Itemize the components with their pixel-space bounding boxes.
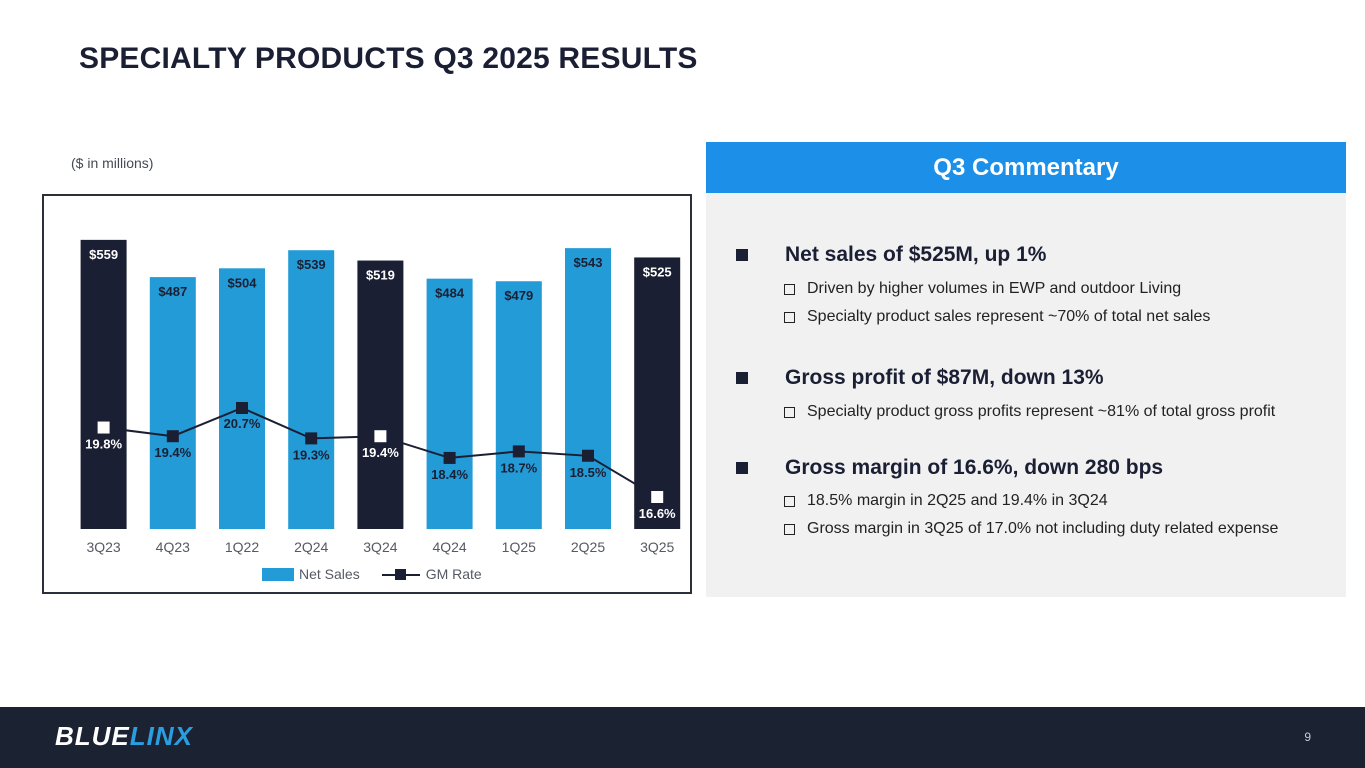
sub-bullet: Specialty product gross profits represen…: [784, 403, 1275, 421]
gm-rate-marker: [236, 402, 248, 414]
bullet-text: Gross margin of 16.6%, down 280 bps: [785, 456, 1164, 479]
x-tick-label: 3Q23: [86, 539, 120, 555]
commentary-header: Q3 Commentary: [706, 142, 1346, 193]
bar-value-label: $539: [297, 257, 326, 272]
gm-rate-marker: [512, 445, 525, 458]
page-title: SPECIALTY PRODUCTS Q3 2025 RESULTS: [79, 42, 698, 75]
gm-rate-label: 19.4%: [154, 445, 191, 460]
chart-legend: Net Sales GM Rate: [262, 566, 482, 582]
legend-gm-rate-label: GM Rate: [425, 566, 482, 582]
bar-1Q25: [495, 281, 542, 529]
gm-rate-label: 20.7%: [224, 416, 261, 431]
sub-bullet-text: Gross margin in 3Q25 of 17.0% not includ…: [807, 520, 1279, 537]
x-tick-label: 2Q25: [571, 539, 605, 555]
chart-units-note: ($ in millions): [71, 155, 154, 171]
gm-rate-marker: [305, 432, 318, 445]
x-tick-label: 3Q24: [363, 539, 397, 555]
bullet-text: Net sales of $525M, up 1%: [785, 243, 1047, 266]
gm-rate-label: 18.5%: [570, 465, 607, 480]
gm-rate-marker: [443, 451, 456, 464]
gm-rate-label: 18.4%: [431, 467, 468, 482]
bullet-square-icon: [736, 462, 748, 474]
logo-part-blue: BLUE: [55, 721, 130, 751]
commentary-panel: Q3 Commentary Net sales of $525M, up 1% …: [706, 142, 1346, 597]
sub-bullet-text: Specialty product sales represent ~70% o…: [807, 308, 1211, 325]
bar-value-label: $525: [643, 264, 672, 279]
bullet-square-icon: [736, 372, 748, 384]
x-tick-label: 1Q25: [502, 539, 536, 555]
checkbox-bullet-icon: [784, 523, 795, 535]
bar-value-label: $543: [574, 255, 603, 270]
sub-bullet: Driven by higher volumes in EWP and outd…: [784, 280, 1181, 298]
checkbox-bullet-icon: [784, 311, 795, 323]
x-tick-label: 1Q22: [225, 539, 259, 555]
gm-rate-label: 16.6%: [639, 506, 676, 521]
bullet-square-icon: [736, 249, 748, 261]
logo-part-linx: LINX: [129, 721, 194, 751]
bar-3Q23: [80, 239, 127, 529]
gm-rate-marker: [97, 421, 110, 434]
sub-bullet: 18.5% margin in 2Q25 and 19.4% in 3Q24: [784, 492, 1108, 510]
bar-2Q25: [565, 248, 611, 529]
bullet-net-sales: Net sales of $525M, up 1%: [736, 243, 1046, 267]
bar-value-label: $487: [158, 284, 187, 299]
footer-bar: BLUELINX 9: [0, 707, 1365, 768]
x-tick-label: 2Q24: [294, 539, 328, 555]
checkbox-bullet-icon: [784, 283, 795, 295]
bar-4Q24: [426, 278, 473, 529]
bar-2Q24: [288, 250, 335, 529]
gm-rate-marker: [582, 449, 594, 462]
gm-rate-marker: [651, 491, 664, 503]
bar-4Q23: [149, 277, 196, 529]
bar-value-label: $519: [366, 268, 395, 283]
gm-rate-marker: [374, 430, 387, 443]
sub-bullet-text: Driven by higher volumes in EWP and outd…: [807, 280, 1182, 297]
gm-rate-label: 18.7%: [500, 460, 537, 475]
bar-value-label: $504: [228, 275, 258, 290]
sub-bullet: Gross margin in 3Q25 of 17.0% not includ…: [784, 520, 1278, 538]
gm-rate-marker: [166, 430, 179, 443]
gm-rate-label: 19.8%: [85, 437, 122, 452]
bar-value-label: $559: [89, 247, 118, 262]
bullet-gross-margin: Gross margin of 16.6%, down 280 bps: [736, 456, 1163, 480]
sub-bullet: Specialty product sales represent ~70% o…: [784, 308, 1210, 326]
bar-value-label: $479: [504, 288, 533, 303]
sub-bullet-text: Specialty product gross profits represen…: [807, 403, 1276, 420]
checkbox-bullet-icon: [784, 495, 795, 507]
bar-3Q25: [634, 257, 681, 529]
x-tick-label: 3Q25: [640, 539, 674, 555]
checkbox-bullet-icon: [784, 406, 795, 418]
bar-1Q22: [219, 268, 265, 529]
chart-frame: $559 3Q23 $487 4Q23 $504 1Q22 $539 2Q24 $519 3Q24…: [42, 194, 692, 594]
x-tick-label: 4Q24: [432, 539, 466, 555]
bullet-gross-profit: Gross profit of $87M, down 13%: [736, 366, 1104, 390]
page-number: 9: [1304, 730, 1311, 744]
bluelinx-logo: BLUELINX: [55, 721, 193, 752]
bar-value-label: $484: [435, 286, 465, 301]
legend-net-sales-label: Net Sales: [299, 566, 360, 582]
gm-rate-label: 19.3%: [293, 447, 330, 462]
bullet-text: Gross profit of $87M, down 13%: [785, 366, 1104, 389]
x-tick-label: 4Q23: [156, 539, 190, 555]
legend-net-sales-swatch: [262, 567, 294, 581]
net-sales-gm-chart: $559 3Q23 $487 4Q23 $504 1Q22 $539 2Q24 $519 3Q24…: [80, 239, 681, 555]
gm-rate-label: 19.4%: [362, 445, 399, 460]
legend-gm-rate-marker: [381, 568, 420, 581]
sub-bullet-text: 18.5% margin in 2Q25 and 19.4% in 3Q24: [807, 492, 1108, 509]
bar-3Q24: [357, 260, 404, 529]
